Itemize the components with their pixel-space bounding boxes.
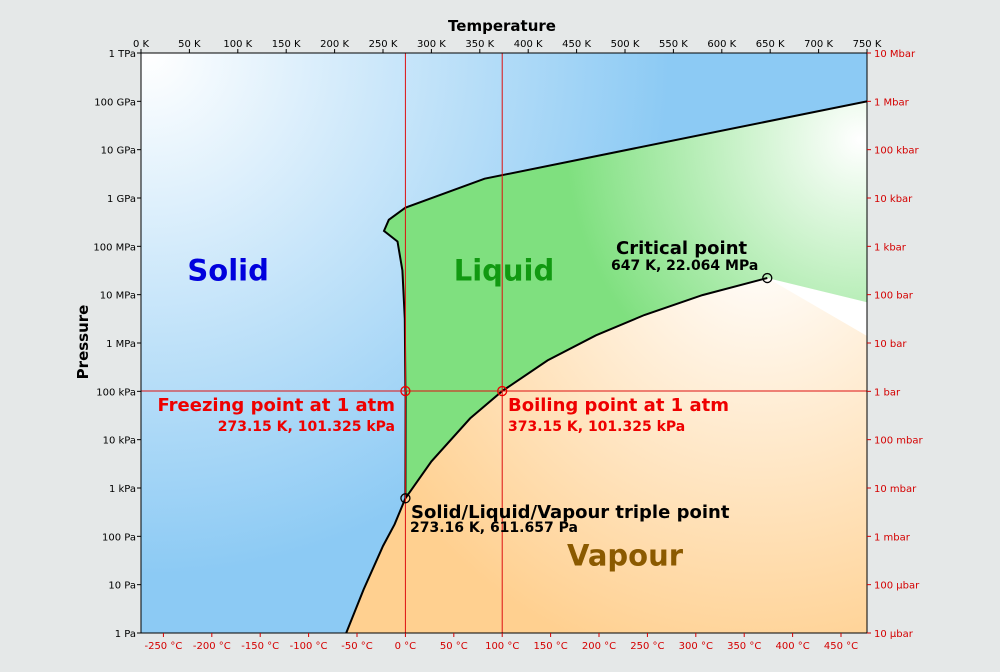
- region-label-liquid: Liquid: [454, 254, 555, 288]
- point-markers: [400, 272, 773, 504]
- bottom-tick-label: 0 °C: [395, 641, 417, 652]
- left-tick-label: 100 MPa: [93, 242, 136, 253]
- bottom-tick-label: -200 °C: [193, 641, 231, 652]
- left-tick-label: 1 kPa: [109, 484, 136, 495]
- region-label-vapour: Vapour: [567, 539, 684, 573]
- bottom-tick-label: 200 °C: [582, 641, 616, 652]
- right-tick-label: 10 bar: [874, 339, 907, 350]
- top-tick-label: 700 K: [804, 39, 833, 50]
- top-tick-label: 750 K: [853, 39, 882, 50]
- left-tick-label: 1 Pa: [115, 629, 136, 640]
- top-axis-ticks: 0 K 50 K 100 K 150 K 200 K 250 K 300 K 350 K 400…: [133, 39, 882, 53]
- left-axis-ticks: 1 Pa 10 Pa 100 Pa 1 kPa 10 kPa 100 kPa 1 MPa 10…: [93, 49, 141, 640]
- right-tick-label: 100 µbar: [874, 581, 920, 592]
- sublimation-curve: [345, 497, 407, 633]
- left-tick-label: 1 GPa: [107, 194, 136, 205]
- top-tick-label: 650 K: [756, 39, 785, 50]
- left-tick-label: 100 Pa: [102, 532, 136, 543]
- bottom-tick-label: -150 °C: [241, 641, 279, 652]
- freezing-point-label: Freezing point at 1 atm: [158, 395, 395, 416]
- top-tick-label: 0 K: [133, 39, 150, 50]
- left-tick-label: 10 MPa: [100, 291, 136, 302]
- right-tick-label: 1 mbar: [874, 532, 911, 543]
- left-tick-label: 1 MPa: [106, 339, 136, 350]
- triple-point-values: 273.16 K, 611.657 Pa: [410, 520, 578, 536]
- right-axis-ticks: 10 µbar 100 µbar 1 mbar 10 mbar 100 mbar 1 ba…: [867, 49, 923, 640]
- left-tick-label: 10 Pa: [108, 581, 136, 592]
- vaporization-curve: [404, 277, 768, 499]
- bottom-axis-ticks: -250 °C -200 °C -150 °C -100 °C -50 °C 0 °C 50…: [144, 633, 858, 652]
- right-tick-label: 100 kbar: [874, 146, 920, 157]
- left-tick-label: 10 GPa: [101, 146, 136, 157]
- bottom-tick-label: 100 °C: [485, 641, 519, 652]
- top-tick-label: 500 K: [611, 39, 640, 50]
- reference-lines: [141, 53, 867, 633]
- critical-point-label: Critical point: [616, 238, 748, 259]
- bottom-tick-label: 450 °C: [824, 641, 858, 652]
- point-marker: [497, 385, 508, 397]
- right-tick-label: 1 Mbar: [874, 97, 910, 108]
- point-marker: [762, 272, 773, 284]
- right-tick-label: 1 bar: [874, 387, 901, 398]
- liquid-region: [384, 101, 867, 499]
- right-tick-label: 10 Mbar: [874, 49, 916, 60]
- y-axis-title: Pressure: [74, 305, 92, 380]
- right-tick-label: 10 µbar: [874, 629, 914, 640]
- right-tick-label: 10 mbar: [874, 484, 917, 495]
- top-tick-label: 50 K: [178, 39, 201, 50]
- region-label-solid: Solid: [187, 254, 268, 288]
- top-tick-label: 400 K: [514, 39, 543, 50]
- top-tick-label: 200 K: [320, 39, 349, 50]
- point-marker: [400, 385, 411, 397]
- triple-point-label: Solid/Liquid/Vapour triple point: [411, 502, 730, 523]
- top-tick-label: 150 K: [272, 39, 301, 50]
- top-tick-label: 100 K: [223, 39, 252, 50]
- boiling-point-label: Boiling point at 1 atm: [508, 395, 729, 416]
- solid-region: [141, 53, 867, 633]
- top-tick-label: 550 K: [659, 39, 688, 50]
- right-tick-label: 100 bar: [874, 291, 914, 302]
- left-tick-label: 10 kPa: [103, 436, 136, 447]
- point-marker: [400, 493, 411, 504]
- left-tick-label: 1 TPa: [109, 49, 136, 60]
- bottom-tick-label: 400 °C: [775, 641, 809, 652]
- top-tick-label: 600 K: [707, 39, 736, 50]
- bottom-tick-label: 50 °C: [440, 641, 468, 652]
- right-tick-label: 100 mbar: [874, 436, 923, 447]
- top-tick-label: 300 K: [417, 39, 446, 50]
- top-tick-label: 350 K: [465, 39, 494, 50]
- bottom-tick-label: -250 °C: [144, 641, 182, 652]
- critical-point-values: 647 K, 22.064 MPa: [611, 258, 758, 274]
- right-tick-label: 10 kbar: [874, 194, 913, 205]
- boiling-point-values: 373.15 K, 101.325 kPa: [508, 419, 685, 435]
- bottom-tick-label: 300 °C: [679, 641, 713, 652]
- freezing-point-values: 273.15 K, 101.325 kPa: [218, 419, 395, 435]
- bottom-tick-label: 350 °C: [727, 641, 761, 652]
- left-tick-label: 100 kPa: [96, 387, 136, 398]
- vapour-region: [346, 278, 867, 633]
- bottom-tick-label: -100 °C: [290, 641, 328, 652]
- top-tick-label: 250 K: [369, 39, 398, 50]
- x-axis-title: Temperature: [448, 17, 556, 35]
- top-tick-label: 450 K: [562, 39, 591, 50]
- bottom-tick-label: -50 °C: [341, 641, 373, 652]
- left-tick-label: 100 GPa: [94, 97, 136, 108]
- right-tick-label: 1 kbar: [874, 242, 907, 253]
- bottom-tick-label: 150 °C: [533, 641, 567, 652]
- bottom-tick-label: 250 °C: [630, 641, 664, 652]
